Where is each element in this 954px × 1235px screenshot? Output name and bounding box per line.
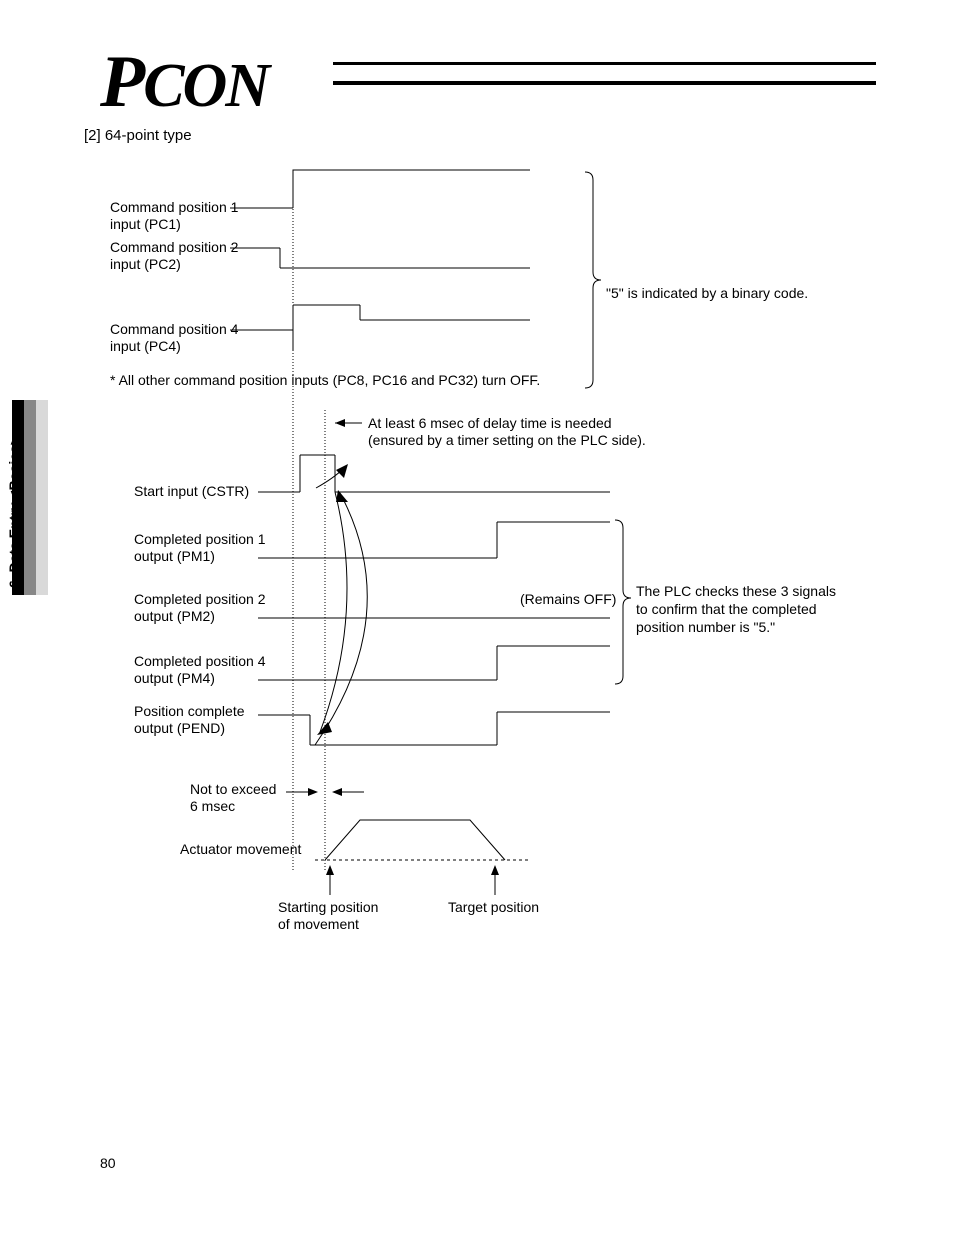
label-pm4: Completed position 4	[134, 653, 266, 669]
label-actuator: Actuator movement	[180, 841, 301, 857]
note-plc-l3: position number is "5."	[636, 619, 775, 635]
note-delay-l1: At least 6 msec of delay time is needed	[368, 415, 612, 431]
label-pend-sub: output (PEND)	[134, 720, 225, 736]
label-pc2-sub: input (PC2)	[110, 256, 181, 272]
label-starting-l2: of movement	[278, 916, 359, 932]
note-not-exceed-l2: 6 msec	[190, 798, 235, 814]
label-pc4: Command position 4	[110, 321, 239, 337]
page: PCON [2] 64-point type 6. Data Entry <Ba…	[0, 0, 954, 1235]
label-pm2: Completed position 2	[134, 591, 266, 607]
label-pm1-sub: output (PM1)	[134, 548, 215, 564]
label-pm1: Completed position 1	[134, 531, 266, 547]
label-pc1-sub: input (PC1)	[110, 216, 181, 232]
note-not-exceed-l1: Not to exceed	[190, 781, 276, 797]
note-remains-off: (Remains OFF)	[520, 591, 616, 607]
label-target: Target position	[448, 899, 539, 915]
label-pc1: Command position 1	[110, 199, 239, 215]
label-pm4-sub: output (PM4)	[134, 670, 215, 686]
note-plc-l1: The PLC checks these 3 signals	[636, 583, 836, 599]
note-binary: "5" is indicated by a binary code.	[606, 285, 808, 301]
label-starting-l1: Starting position	[278, 899, 378, 915]
note-delay-l2: (ensured by a timer setting on the PLC s…	[368, 432, 646, 448]
label-pend: Position complete	[134, 703, 245, 719]
label-pc2: Command position 2	[110, 239, 239, 255]
label-pm2-sub: output (PM2)	[134, 608, 215, 624]
label-cstr: Start input (CSTR)	[134, 483, 249, 499]
label-pc4-sub: input (PC4)	[110, 338, 181, 354]
note-plc-l2: to confirm that the completed	[636, 601, 817, 617]
note-all-other: * All other command position inputs (PC8…	[110, 372, 540, 388]
timing-diagram: Command position 1 input (PC1) Command p…	[0, 0, 954, 1235]
